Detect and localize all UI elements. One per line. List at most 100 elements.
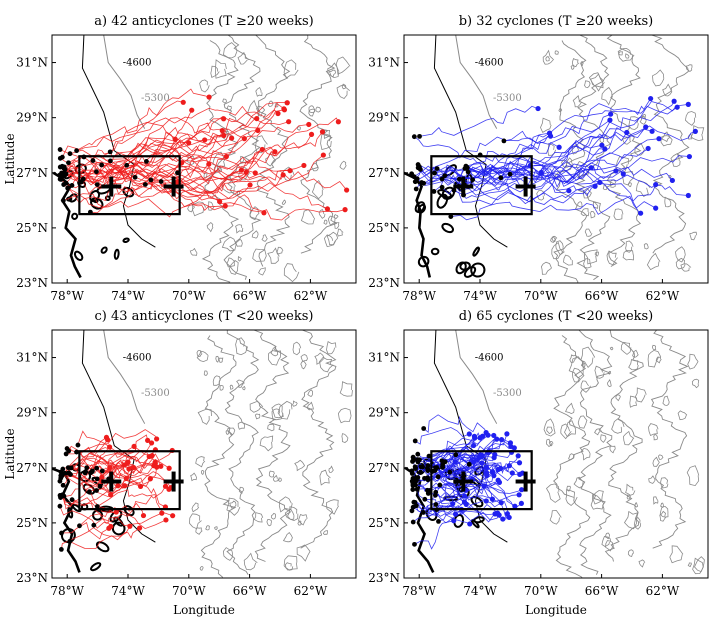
eddy-track [439, 481, 516, 507]
eddy-origin-dot [284, 100, 290, 106]
eddy-origin-dot [546, 130, 553, 136]
island-outline [104, 195, 111, 202]
seamount-contour [337, 407, 352, 424]
eddy-origin-dot [308, 131, 315, 137]
eddy-origin-dot [145, 437, 151, 444]
seamount-contour [227, 105, 232, 111]
island-outline [463, 266, 477, 278]
eddy-origin-dot [519, 487, 525, 493]
eddy-origin-dot [638, 210, 644, 216]
eddy-origin-dot [147, 476, 153, 482]
seamount-contour [253, 512, 264, 523]
seamount-contour [334, 221, 340, 229]
eddy-track [71, 149, 263, 186]
bathymetry-line [574, 35, 612, 281]
eddy-origin-dot [466, 431, 472, 437]
seamount-contour [298, 513, 308, 526]
seamount-contour [609, 445, 616, 454]
seamount-contour [594, 251, 599, 257]
eddy-origin-dot [685, 101, 691, 107]
eddy-end-dot [420, 464, 425, 470]
seamount-contour [571, 367, 585, 383]
lat-tick-label: 25°N [368, 516, 400, 530]
eddy-origin-dot [491, 432, 497, 439]
seamount-contour [658, 454, 664, 460]
seamount-contour [634, 142, 646, 156]
seamount-contour [609, 179, 617, 188]
seamount-contour [300, 209, 315, 225]
seamount-contour [660, 477, 669, 489]
lat-tick-label: 23°N [16, 276, 48, 290]
island-outline [71, 503, 82, 513]
eddy-origin-dot [592, 183, 598, 189]
seamount-contour [268, 100, 274, 107]
eddy-origin-dot [222, 203, 228, 209]
seamount-contour [647, 349, 662, 368]
seamount-contour [583, 249, 598, 265]
seamount-contour [685, 64, 693, 73]
lon-tick-label: 78°W [50, 584, 84, 598]
seamount-contour [297, 520, 302, 526]
seamount-contour [238, 486, 245, 494]
eddy-track [160, 181, 346, 221]
eddy-end-dot [439, 184, 445, 190]
lon-tick-label: 70°W [172, 289, 206, 303]
seamount-contour [271, 403, 284, 419]
eddy-end-dot [57, 147, 63, 152]
seamount-contour [318, 208, 326, 219]
eddy-end-dot [63, 180, 69, 186]
seamount-contour [294, 459, 305, 472]
eddy-origin-dot [206, 94, 212, 100]
island-outline [113, 248, 120, 260]
seamount-contour [278, 477, 282, 482]
eddy-origin-dot [306, 121, 312, 128]
eddy-end-dot [158, 179, 164, 184]
seamount-contour [292, 341, 302, 356]
seamount-contour [189, 247, 198, 256]
seamount-contour [226, 497, 241, 516]
eddy-track [441, 126, 647, 199]
eddy-origin-dot [483, 465, 490, 471]
eddy-origin-dot [344, 187, 350, 193]
seamount-contour [648, 475, 656, 484]
eddy-end-dot [60, 482, 66, 488]
island-outline [100, 246, 108, 254]
eddy-origin-dot [335, 119, 341, 125]
seamount-contour [687, 353, 699, 370]
eddy-origin-dot [158, 463, 164, 469]
eddy-origin-dot [491, 455, 497, 461]
eddy-end-dot [67, 151, 73, 157]
eddy-end-dot [413, 482, 418, 488]
eddy-end-dot [58, 495, 63, 501]
eddy-origin-dot [517, 471, 523, 477]
seamount-contour [686, 465, 700, 487]
seamount-contour [659, 510, 667, 522]
eddy-end-dot [66, 160, 71, 166]
eddy-origin-dot [674, 104, 680, 110]
lat-tick-label: 29°N [368, 406, 400, 420]
island-outline [73, 250, 84, 261]
island-outline [414, 201, 426, 214]
eddy-end-dot [439, 176, 445, 182]
seamount-contour [546, 426, 554, 435]
seamount-contour [284, 562, 294, 571]
contour-label-4600: -4600 [123, 352, 152, 363]
eddy-end-dot [59, 170, 64, 176]
seamount-contour [580, 346, 596, 369]
seamount-contour [336, 84, 350, 99]
eddy-origin-dot [131, 443, 137, 450]
seamount-contour [549, 510, 562, 525]
seamount-contour [328, 465, 335, 473]
eddy-origin-dot [483, 470, 490, 476]
eddy-end-dot [57, 503, 63, 509]
lat-tick-label: 31°N [16, 351, 48, 365]
seamount-contour [601, 86, 613, 106]
seamount-contour [319, 469, 331, 486]
contour-label-4600: -4600 [475, 57, 504, 68]
eddy-origin-dot [462, 493, 468, 499]
eddy-track [110, 154, 324, 187]
lon-tick-label: 78°W [402, 289, 436, 303]
seamount-contour [555, 240, 564, 256]
seamount-contour [315, 106, 321, 113]
bathymetry-contours [543, 330, 705, 578]
